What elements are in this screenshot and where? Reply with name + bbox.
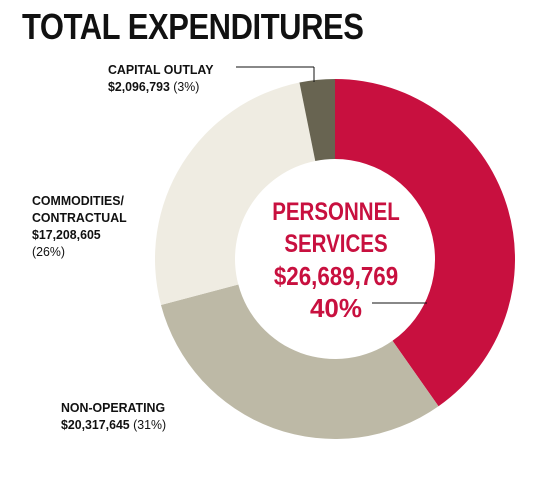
capital-outlay-category: CAPITAL OUTLAY xyxy=(108,62,214,77)
non-operating-label: NON-OPERATING $20,317,645 (31%) xyxy=(61,399,166,433)
slice-commodities-contractual xyxy=(154,82,316,305)
personnel-amount: $26,689,769 xyxy=(273,261,399,291)
slice-capital-outlay xyxy=(299,79,335,161)
capital-outlay-label: CAPITAL OUTLAY $2,096,793 (3%) xyxy=(108,61,213,95)
commodities-label: COMMODITIES/ CONTRACTUAL $17,208,605 (26… xyxy=(32,192,127,260)
chart-title: TOTAL EXPENDITURES xyxy=(22,6,364,47)
commodities-amount: $17,208,605 xyxy=(32,227,101,242)
commodities-category-line2: CONTRACTUAL xyxy=(32,210,127,225)
capital-outlay-amount: $2,096,793 xyxy=(108,79,170,94)
non-operating-category: NON-OPERATING xyxy=(61,400,166,415)
slice-non-operating xyxy=(160,284,439,439)
slice-personnel-services xyxy=(335,79,515,407)
personnel-category-line2: SERVICES xyxy=(284,230,388,258)
personnel-category-line1: PERSONNEL xyxy=(272,198,400,226)
capital-outlay-percent: (3%) xyxy=(173,79,200,94)
non-operating-percent: (31%) xyxy=(133,417,167,432)
non-operating-amount: $20,317,645 xyxy=(61,417,130,432)
commodities-percent: (26%) xyxy=(32,244,65,259)
personnel-center-label: PERSONNEL SERVICES $26,689,769 40% xyxy=(246,196,426,324)
commodities-category-line1: COMMODITIES/ xyxy=(32,193,124,208)
personnel-percent: 40% xyxy=(309,293,363,323)
